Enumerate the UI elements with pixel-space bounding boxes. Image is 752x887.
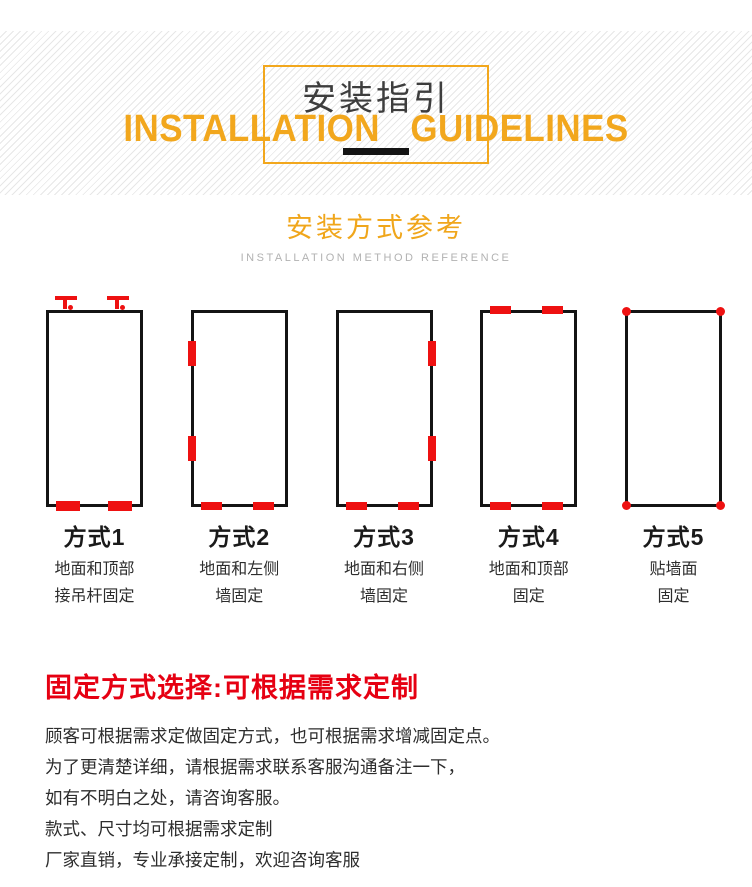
top-bars-mark (490, 306, 512, 314)
bottom-bars-big-mark (56, 501, 80, 511)
method-column-5: 方式5 贴墙面 固定 (622, 307, 725, 610)
bottom-bars-mark (490, 502, 512, 510)
reference-section: 安装方式参考 INSTALLATION METHOD REFERENCE (0, 206, 752, 264)
bottom-bars-mark (542, 502, 564, 510)
top-hanger-hooks-mark (107, 296, 129, 310)
methods-row: 方式1 地面和顶部 接吊杆固定 方式2 地面和左侧 墙固定 方式3 地面和右侧 墙固定 方式4 地面… (0, 296, 752, 610)
custom-note-line: 如有不明白之处，请咨询客服。 (45, 788, 290, 808)
method-desc: 贴墙面 固定 (649, 561, 698, 605)
left-wall-bars-mark (187, 436, 196, 461)
bottom-bars-mark (200, 502, 222, 510)
custom-note-line: 厂家直销，专业承接定制，欢迎咨询客服 (45, 850, 360, 870)
method-diagram-3 (335, 310, 436, 510)
corner-dots-mark (716, 307, 725, 316)
right-wall-bars-mark (427, 436, 436, 461)
reference-subtitle: INSTALLATION METHOD REFERENCE (240, 252, 512, 264)
method-diagram-1 (46, 296, 143, 511)
corner-dots-mark (716, 501, 725, 510)
top-hanger-hooks-mark (55, 296, 77, 310)
method-column-1: 方式1 地面和顶部 接吊杆固定 (46, 296, 143, 610)
bottom-bars-mark (397, 502, 419, 510)
corner-dots-mark (622, 501, 631, 510)
method-column-2: 方式2 地面和左侧 墙固定 (187, 310, 288, 610)
top-bars-mark (542, 306, 564, 314)
main-title-cn: 安装指引 (302, 80, 450, 118)
method-diagram-4 (480, 306, 578, 510)
method-name: 方式4 (497, 524, 560, 550)
custom-note-lines: 顾客可根据需求定做固定方式，也可根据需求增减固定点。 为了更清楚详细，请根据需求… (45, 727, 752, 870)
bottom-bars-big-mark (108, 501, 132, 511)
method-desc: 地面和左侧 墙固定 (199, 561, 280, 605)
method-column-3: 方式3 地面和右侧 墙固定 (335, 310, 436, 610)
method-column-4: 方式4 地面和顶部 固定 (480, 306, 578, 610)
method-desc: 地面和右侧 墙固定 (343, 561, 424, 605)
method-desc: 地面和顶部 固定 (488, 561, 569, 605)
left-wall-bars-mark (187, 341, 196, 366)
custom-note-line: 顾客可根据需求定做固定方式，也可根据需求增减固定点。 (45, 726, 500, 746)
bottom-bars-mark (252, 502, 274, 510)
method-diagram-2 (187, 310, 288, 510)
bottom-bars-mark (345, 502, 367, 510)
title-underline-bar (343, 148, 409, 155)
method-name: 方式2 (208, 524, 271, 550)
title-frame (263, 65, 489, 164)
custom-note-line: 为了更清楚详细，请根据需求联系客服沟通备注一下， (45, 757, 465, 777)
corner-dots-mark (622, 307, 631, 316)
custom-note-section: 固定方式选择:可根据需求定制 顾客可根据需求定做固定方式，也可根据需求增减固定点… (45, 666, 752, 870)
main-title-en: INSTALLATION GUIDELINES (123, 108, 629, 150)
top-whitespace (0, 0, 752, 31)
method-name: 方式3 (353, 524, 415, 550)
method-desc: 地面和顶部 接吊杆固定 (54, 561, 135, 605)
custom-note-line: 款式、尺寸均可根据需求定制 (45, 819, 273, 839)
right-wall-bars-mark (427, 341, 436, 366)
method-name: 方式5 (642, 524, 705, 550)
method-diagram-5 (622, 307, 725, 510)
custom-note-heading: 固定方式选择:可根据需求定制 (45, 673, 419, 703)
method-name: 方式1 (63, 524, 126, 550)
hero-banner: 安装指引 INSTALLATION GUIDELINES (0, 31, 752, 195)
reference-title: 安装方式参考 (286, 213, 466, 243)
